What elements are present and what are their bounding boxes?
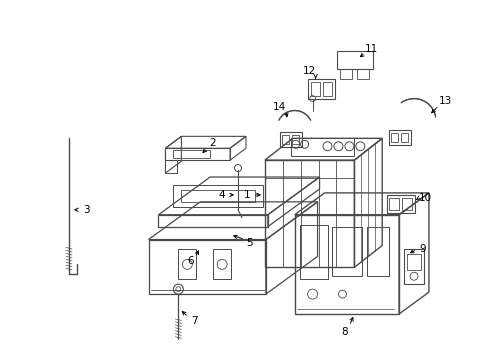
Bar xyxy=(291,135,298,144)
Text: 10: 10 xyxy=(418,193,430,203)
Bar xyxy=(400,133,407,142)
Text: 4: 4 xyxy=(218,190,225,200)
Bar xyxy=(357,69,368,79)
Text: 6: 6 xyxy=(186,256,193,266)
Bar xyxy=(332,227,362,276)
Bar xyxy=(307,79,335,99)
Bar xyxy=(401,198,411,210)
Bar xyxy=(390,133,397,142)
Text: 11: 11 xyxy=(364,44,377,54)
Text: 14: 14 xyxy=(273,102,286,112)
Bar xyxy=(281,135,288,144)
Text: 3: 3 xyxy=(83,205,90,215)
Bar xyxy=(299,225,327,279)
Bar xyxy=(386,195,414,213)
Text: 12: 12 xyxy=(303,66,316,76)
Text: 9: 9 xyxy=(419,244,426,255)
Text: 8: 8 xyxy=(341,327,347,337)
Bar xyxy=(178,249,196,279)
Text: 13: 13 xyxy=(438,96,451,105)
Bar xyxy=(279,132,301,147)
Text: 2: 2 xyxy=(208,138,215,148)
Bar xyxy=(366,227,388,276)
Text: 5: 5 xyxy=(246,238,253,248)
Bar xyxy=(340,69,352,79)
Text: 1: 1 xyxy=(243,190,250,200)
Bar xyxy=(310,82,319,96)
Bar xyxy=(388,130,410,145)
Bar xyxy=(213,249,231,279)
Bar xyxy=(322,82,331,96)
Text: 7: 7 xyxy=(191,316,197,326)
Bar xyxy=(290,138,354,156)
Bar xyxy=(337,51,372,69)
Bar xyxy=(388,198,398,210)
Bar xyxy=(403,249,423,284)
Bar xyxy=(406,255,420,270)
